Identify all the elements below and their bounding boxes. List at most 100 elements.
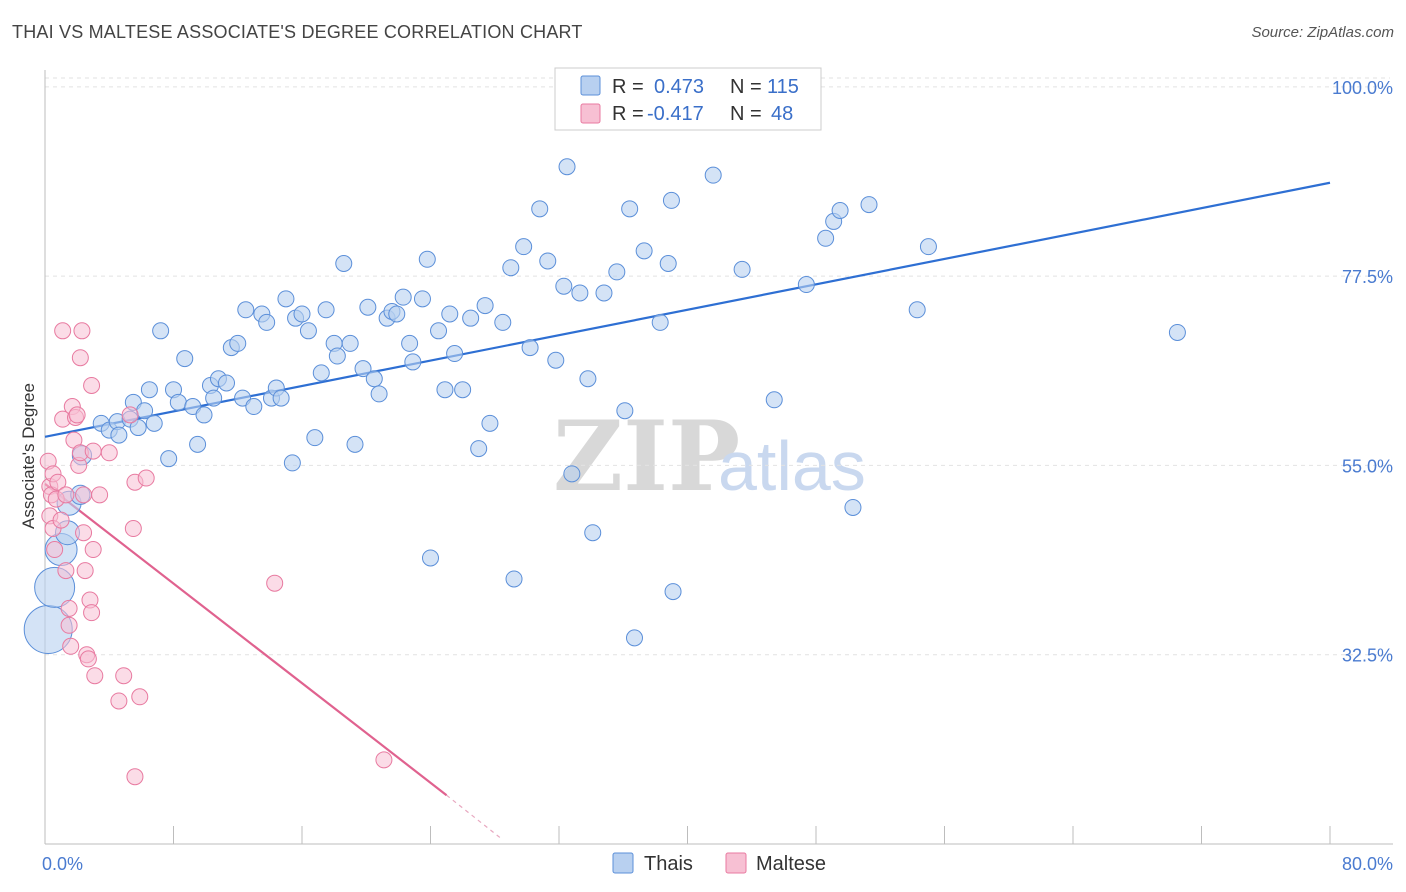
point-thais-63: [418, 250, 436, 268]
point-thais-46: [317, 301, 335, 319]
point-maltese-38: [110, 692, 128, 710]
point-thais-18: [160, 450, 178, 468]
point-thais-48: [328, 347, 346, 365]
point-thais-45: [312, 364, 330, 382]
point-thais-97: [662, 191, 680, 209]
point-thais-60: [401, 334, 419, 352]
x-tick-label-min: 0.0%: [42, 854, 83, 874]
point-thais-17: [152, 322, 170, 340]
point-thais-88: [595, 284, 613, 302]
point-thais-74: [494, 313, 512, 331]
point-maltese-27: [76, 562, 94, 580]
point-thais-39: [277, 290, 295, 308]
point-thais-33: [245, 398, 263, 416]
point-maltese-31: [83, 604, 101, 622]
point-thais-50: [341, 334, 359, 352]
bottom-legend-label-thais: Thais: [644, 853, 693, 875]
point-thais-86: [579, 370, 597, 388]
point-maltese-44: [131, 688, 149, 706]
point-thais-90: [616, 402, 634, 420]
point-maltese-46: [266, 574, 284, 592]
point-maltese-40: [121, 406, 139, 424]
trend-line-maltese-extension: [446, 794, 504, 841]
point-thais-21: [176, 350, 194, 368]
legend-thais-r-value: 0.473: [654, 76, 704, 98]
y-tick-label-2: 77.5%: [1342, 267, 1393, 287]
grid: [45, 77, 1390, 656]
watermark-zip: ZIP: [553, 400, 740, 513]
point-thais-49: [335, 255, 353, 272]
y-axis-title: Associate's Degree: [19, 383, 38, 529]
trend-line-thais: [44, 181, 1331, 438]
point-thais-23: [189, 435, 207, 453]
point-thais-92: [625, 629, 643, 647]
point-thais-26: [205, 389, 223, 407]
point-thais-80: [539, 252, 557, 270]
point-thais-15: [140, 381, 158, 399]
point-thais-104: [831, 201, 849, 219]
point-thais-51: [346, 435, 364, 453]
point-maltese-14: [60, 599, 78, 617]
legend-thais-n-label: N =: [730, 76, 762, 98]
point-thais-99: [733, 260, 751, 278]
point-thais-58: [388, 305, 406, 323]
legend-swatch-thais: [580, 75, 601, 96]
point-thais-52: [354, 360, 372, 378]
point-maltese-15: [60, 616, 78, 634]
point-thais-75: [502, 259, 520, 277]
point-thais-77: [515, 238, 533, 256]
point-maltese-20: [68, 406, 86, 424]
point-thais-10: [110, 426, 128, 444]
bottom-legend: Thais Maltese: [612, 852, 826, 875]
point-maltese-35: [86, 667, 104, 685]
point-thais-72: [476, 297, 494, 315]
y-tick-label-1: 55.0%: [1342, 456, 1393, 476]
point-thais-42: [293, 305, 311, 323]
point-thais-67: [441, 305, 459, 323]
point-thais-69: [454, 381, 472, 399]
point-thais-68: [446, 345, 464, 363]
point-thais-94: [651, 313, 669, 331]
trend-lines: [44, 181, 1331, 841]
point-thais-91: [621, 200, 639, 218]
point-thais-54: [365, 370, 383, 388]
chart-title: THAI VS MALTESE ASSOCIATE'S DEGREE CORRE…: [12, 22, 583, 42]
watermark-atlas: atlas: [718, 427, 866, 505]
scatter-points: [23, 158, 1186, 786]
point-maltese-25: [75, 486, 93, 504]
legend-maltese-n-value: 48: [771, 103, 793, 125]
x-tick-label-max: 80.0%: [1342, 854, 1393, 874]
chart-source: Source: ZipAtlas.com: [1251, 24, 1394, 41]
point-thais-16: [145, 414, 163, 432]
point-maltese-8: [49, 473, 67, 491]
legend-maltese-r-label: R =: [612, 103, 644, 125]
point-thais-85: [571, 284, 589, 302]
point-thais-84: [563, 465, 581, 483]
point-thais-108: [919, 238, 937, 256]
point-thais-106: [860, 196, 878, 214]
point-thais-64: [422, 549, 439, 567]
point-maltese-41: [124, 520, 142, 538]
point-thais-44: [306, 429, 324, 447]
point-thais-101: [797, 276, 815, 294]
point-thais-83: [558, 158, 576, 176]
point-thais-93: [635, 242, 653, 260]
y-tick-label-3: 100.0%: [1332, 78, 1393, 98]
point-thais-66: [436, 381, 454, 399]
point-maltese-23: [71, 349, 89, 367]
point-maltese-6: [46, 541, 64, 559]
point-thais-61: [404, 353, 422, 371]
point-thais-65: [430, 322, 448, 340]
point-maltese-36: [91, 486, 109, 504]
point-thais-79: [531, 200, 549, 218]
point-thais-35: [258, 313, 276, 331]
y-tick-label-0: 32.5%: [1342, 646, 1393, 666]
trend-line-maltese: [44, 483, 448, 797]
watermark: ZIP atlas: [553, 400, 866, 513]
point-thais-43: [299, 322, 317, 340]
legend-maltese-n-label: N =: [730, 103, 762, 125]
tick-labels: 32.5% 55.0% 77.5% 100.0% 0.0% 80.0%: [42, 78, 1393, 874]
point-thais-24: [195, 406, 213, 424]
point-thais-59: [394, 288, 412, 306]
point-thais-20: [169, 393, 187, 411]
